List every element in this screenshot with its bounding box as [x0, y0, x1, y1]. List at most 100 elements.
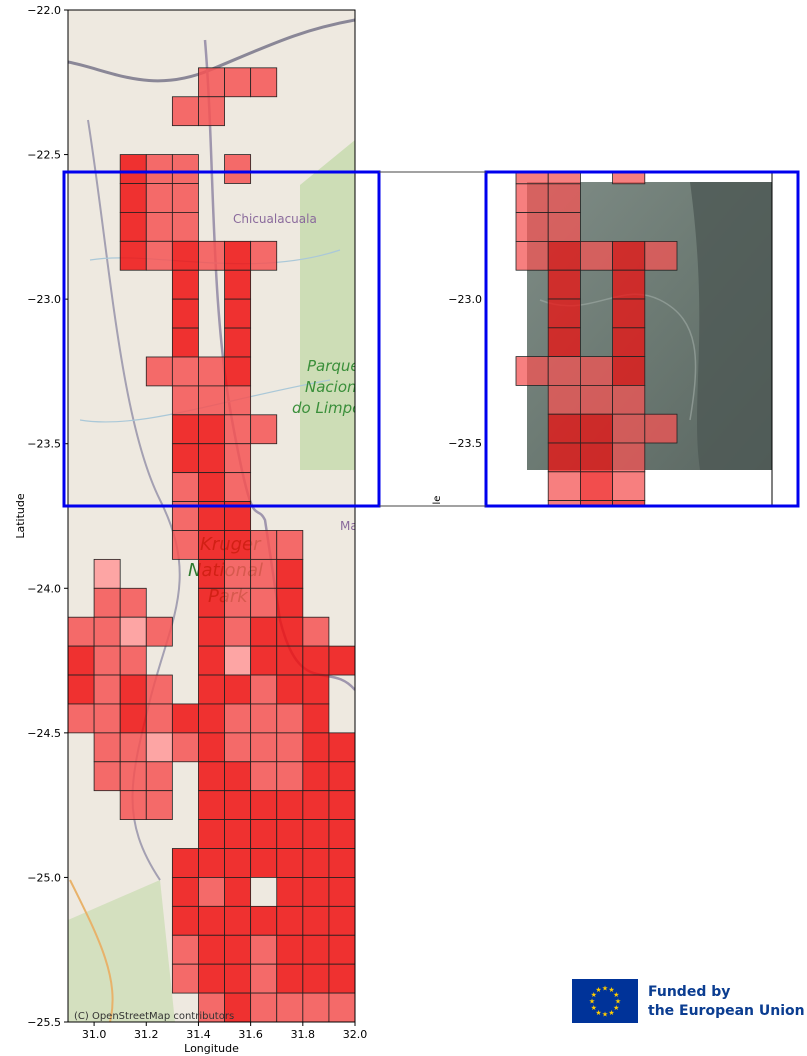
grid-cell: [328, 877, 355, 907]
grid-cell: [328, 848, 355, 878]
inset-grid-cell: [580, 240, 614, 271]
grid-cell: [224, 674, 252, 705]
grid-cell: [250, 645, 278, 676]
inset-grid-cell: [547, 356, 581, 386]
grid-cell: [276, 732, 304, 763]
grid-cell: [302, 877, 330, 907]
x-tick-label: 31.4: [186, 1028, 211, 1041]
grid-cell: [119, 154, 147, 184]
funding-label: Funded by the European Union: [648, 983, 805, 1021]
inset-grid-cell: [612, 269, 646, 300]
grid-cell: [145, 356, 173, 387]
grid-cell: [224, 240, 252, 271]
grid-cell: [250, 558, 278, 589]
grid-cell: [119, 732, 147, 763]
grid-cell: [145, 211, 173, 242]
inset-grid-cell: [644, 240, 678, 271]
grid-cell: [276, 848, 304, 878]
inset-grid-cell: [612, 240, 646, 271]
map-label: Chicualacuala: [233, 212, 317, 226]
grid-cell: [276, 587, 304, 618]
grid-cell: [119, 645, 147, 676]
eu-star: ★: [595, 986, 601, 994]
grid-cell: [224, 703, 252, 734]
grid-cell: [224, 848, 252, 878]
grid-cell: [302, 703, 330, 734]
inset-grid-cell: [580, 471, 614, 501]
grid-cell: [276, 645, 304, 676]
grid-cell: [171, 96, 199, 127]
inset-grid-cell: [547, 500, 581, 506]
grid-cell: [250, 963, 278, 994]
grid-cell: [250, 240, 278, 271]
inset-grid-cell: [547, 442, 581, 473]
grid-cell: [119, 790, 147, 821]
grid-cell: [68, 645, 95, 676]
grid-cell: [93, 616, 121, 647]
grid-cell: [250, 616, 278, 647]
grid-cell: [302, 732, 330, 763]
grid-cell: [145, 790, 173, 821]
grid-cell: [250, 934, 278, 965]
y-tick-label: −22.0: [27, 4, 61, 17]
grid-cell: [276, 674, 304, 705]
y-tick-label: −23.5: [27, 438, 61, 451]
grid-cell: [93, 732, 121, 763]
grid-cell: [119, 674, 147, 705]
grid-cell: [302, 674, 330, 705]
inset-grid-cell: [580, 442, 614, 473]
grid-cell: [224, 877, 252, 907]
grid-cell: [250, 732, 278, 763]
grid-cell: [250, 67, 278, 98]
grid-cell: [250, 790, 278, 821]
inset-grid-cell: [612, 298, 646, 329]
eu-star: ★: [591, 1004, 597, 1012]
inset-grid-cell: [547, 384, 581, 415]
inset-grid-cell: [580, 384, 614, 415]
main-cells: (C) OpenStreetMap contributors: [68, 67, 355, 1022]
zoom-target-box: [484, 170, 800, 508]
grid-cell: [224, 819, 252, 849]
grid-cell: [224, 298, 252, 329]
grid-cell: [328, 732, 355, 763]
axes-frame: [67, 9, 356, 1023]
grid-cell: [250, 587, 278, 618]
grid-cell: [171, 472, 199, 502]
grid-cell: [171, 905, 199, 936]
grid-cell: [198, 530, 225, 560]
grid-cell: [276, 905, 304, 936]
inset-grid-cell: [612, 172, 646, 185]
grid-cell: [198, 414, 225, 445]
grid-cell: [302, 934, 330, 965]
grid-cell: [198, 934, 225, 965]
grid-cell: [302, 992, 330, 1022]
grid-cell: [93, 703, 121, 734]
eu-flag-field: [572, 979, 638, 1023]
grid-cell: [198, 616, 225, 647]
grid-cell: [302, 905, 330, 936]
grid-cell: [119, 616, 147, 647]
grid-cell: [171, 211, 199, 242]
grid-cell: [276, 934, 304, 965]
grid-cell: [224, 67, 252, 98]
grid-cell: [328, 992, 355, 1022]
inset-grid-cell: [515, 183, 549, 214]
inset-y-tick-label: −23.0: [448, 293, 482, 306]
grid-cell: [171, 327, 199, 358]
grid-cell: [145, 703, 173, 734]
grid-cell: [276, 558, 304, 589]
inset-grid-cell: [547, 172, 581, 185]
grid-cell: [198, 703, 225, 734]
inset-map: −23.0 −23.5 le: [432, 172, 798, 506]
funding-line-2: the European Union: [648, 1003, 805, 1019]
y-tick-label: −25.0: [27, 871, 61, 884]
grid-cell: [171, 732, 199, 763]
inset-grid-cell: [580, 356, 614, 386]
grid-cell: [276, 616, 304, 647]
grid-cell: [171, 240, 199, 271]
y-tick-label: −24.0: [27, 582, 61, 595]
inset-grid-cell: [612, 500, 646, 506]
grid-cell: [145, 616, 173, 647]
grid-cell: [250, 848, 278, 878]
